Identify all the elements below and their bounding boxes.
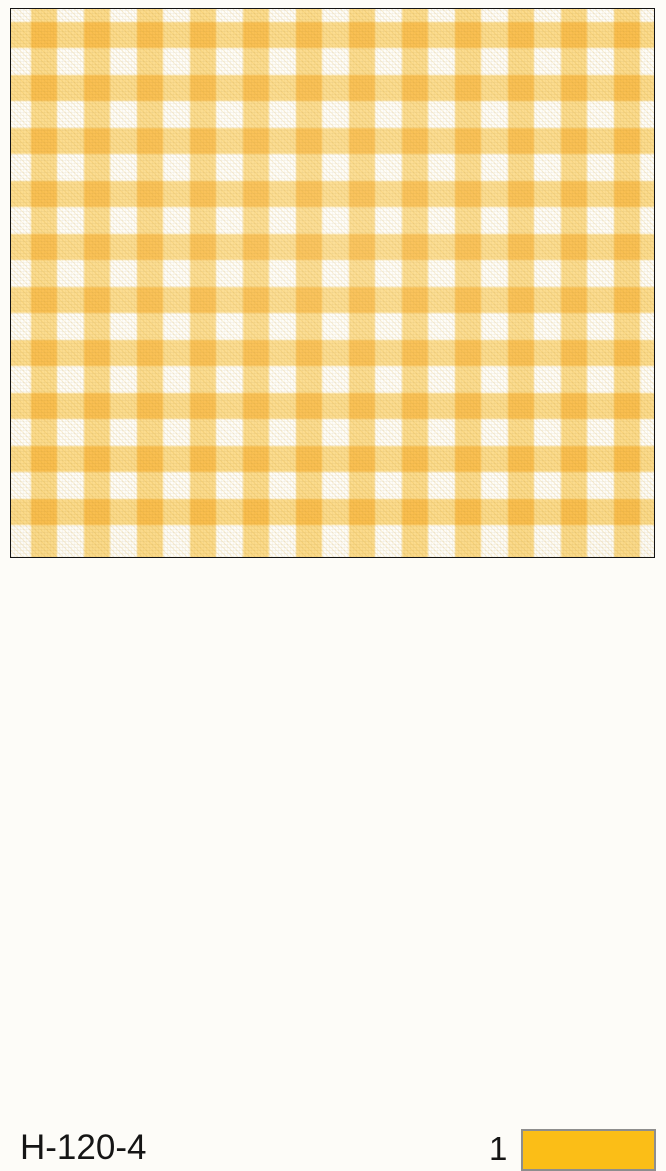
fabric-swatch-photo[interactable] <box>10 8 655 558</box>
gingham-horizontal-stripes <box>11 9 654 557</box>
color-number-label: 1 <box>489 1130 508 1167</box>
caption-bar: H-120-4 1 <box>0 558 666 1171</box>
fabric-base-cloth <box>11 9 654 557</box>
swatch-page: H-120-4 1 <box>0 8 666 1171</box>
gingham-vertical-stripes <box>11 9 654 557</box>
color-swatch[interactable] <box>521 1129 656 1171</box>
pattern-code-label: H-120-4 <box>20 1128 147 1167</box>
